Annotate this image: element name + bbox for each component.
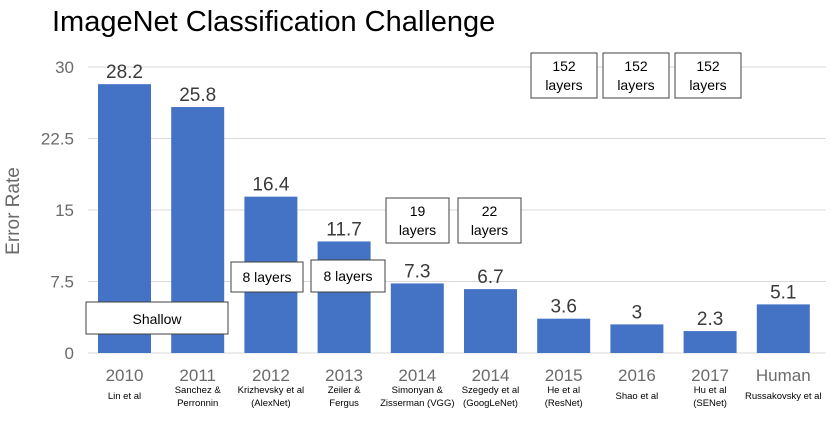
annotation-box: 22 layers — [457, 197, 522, 244]
x-tick-label: 2016 — [618, 366, 656, 385]
x-subtitle: Hu et al — [694, 385, 727, 396]
annotation-text: layers — [399, 222, 436, 238]
annotation-box: 152 layers — [530, 52, 598, 99]
x-subtitle: Szegedy et al — [462, 385, 520, 396]
annotation-text: 152 — [624, 58, 648, 74]
annotation-box: 8 layers — [230, 261, 304, 293]
y-tick-label: 22.5 — [41, 130, 74, 149]
annotation-box: 19 layers — [385, 197, 450, 244]
x-subtitle: Sanchez & — [175, 385, 222, 396]
x-subtitle: (GoogLeNet) — [463, 398, 518, 409]
annotation-text: Shallow — [132, 311, 182, 327]
bar-value-label: 5.1 — [770, 282, 796, 303]
x-tick-label: 2013 — [325, 366, 363, 385]
annotation-box: Shallow — [85, 301, 229, 335]
y-axis-label: Error Rate — [3, 167, 24, 255]
bar-value-label: 6.7 — [477, 267, 503, 288]
annotation-text: layers — [471, 222, 508, 238]
x-subtitle: Zisserman (VGG) — [380, 398, 454, 409]
y-tick-label: 15 — [55, 201, 74, 220]
bar-value-label: 3.6 — [550, 297, 576, 318]
x-subtitle: Russakovsky et al — [745, 391, 822, 402]
bar-value-label: 2.3 — [697, 309, 723, 330]
annotation-box: 152 layers — [674, 52, 742, 99]
x-tick-label: 2011 — [179, 366, 216, 385]
bar-value-label: 25.8 — [179, 85, 216, 106]
x-tick-label: 2014 — [472, 366, 510, 385]
x-axis-ticks: 2010 2011 2012 2013 2014 2014 2015 2016 2017 Huma… — [106, 366, 811, 385]
bar — [390, 283, 444, 353]
x-subtitle: (AlexNet) — [251, 398, 291, 409]
x-subtitle: He et al — [547, 385, 580, 396]
x-subtitle: Perronnin — [177, 398, 218, 409]
annotation-text: layers — [545, 77, 582, 93]
annotation-text: 22 — [482, 203, 498, 219]
x-subtitle: Lin et al — [108, 391, 141, 402]
y-tick-label: 7.5 — [50, 273, 74, 292]
x-tick-label: 2014 — [398, 366, 436, 385]
x-tick-label: Human — [756, 366, 811, 385]
annotation-text: 19 — [410, 203, 426, 219]
x-subtitle: Zeiler & — [328, 385, 361, 396]
x-subtitle: Simonyan & — [392, 385, 444, 396]
annotation-text: layers — [617, 77, 654, 93]
bar — [464, 289, 517, 353]
annotation-text: layers — [689, 77, 726, 93]
x-tick-label: 2012 — [252, 366, 290, 385]
annotation-text: 152 — [552, 58, 576, 74]
annotation-box: 152 layers — [602, 52, 670, 99]
annotation-text: 152 — [696, 58, 720, 74]
y-tick-label: 30 — [55, 58, 74, 77]
annotation-text: 8 layers — [242, 269, 291, 285]
x-tick-label: 2010 — [106, 366, 144, 385]
annotation-text: 8 layers — [323, 268, 372, 284]
bar-value-label: 7.3 — [404, 261, 430, 282]
y-tick-label: 0 — [65, 344, 74, 363]
x-subtitle: Fergus — [329, 398, 359, 409]
bar — [317, 241, 371, 353]
x-subtitle: Krizhevsky et al — [238, 385, 305, 396]
bar-value-label: 3 — [632, 302, 643, 323]
bar — [756, 304, 810, 353]
bar-value-label: 16.4 — [252, 175, 289, 196]
x-subtitle: (SENet) — [693, 398, 727, 409]
x-subtitle: (ResNet) — [545, 398, 583, 409]
x-tick-label: 2015 — [545, 366, 583, 385]
x-axis-subtitles: Lin et al Sanchez & Perronnin Krizhevsky et… — [108, 385, 822, 409]
bar-value-label: 28.2 — [106, 62, 143, 83]
bar — [610, 324, 664, 353]
chart-title: ImageNet Classification Challenge — [52, 6, 495, 38]
annotation-box: 8 layers — [310, 259, 386, 293]
x-tick-label: 2017 — [691, 366, 729, 385]
bar — [683, 331, 737, 353]
bar-value-label: 11.7 — [326, 219, 362, 240]
x-subtitle: Shao et al — [616, 391, 659, 402]
bar — [537, 318, 591, 353]
value-labels: 28.2 25.8 16.4 11.7 7.3 6.7 3.6 3 2.3 5.1 — [106, 62, 797, 330]
y-axis-ticks: 0 7.5 15 22.5 30 — [41, 58, 74, 363]
